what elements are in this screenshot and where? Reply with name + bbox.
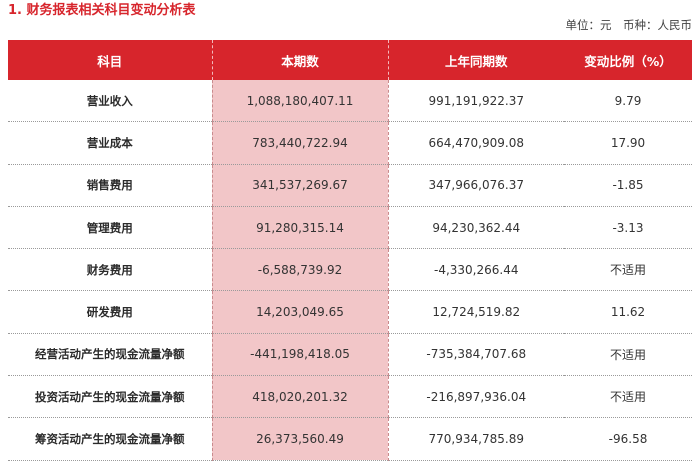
row-prior: 347,966,076.37 bbox=[388, 164, 564, 207]
row-item: 研发费用 bbox=[8, 290, 212, 334]
row-current: 14,203,049.65 bbox=[211, 290, 389, 334]
row-change: -1.85 bbox=[564, 164, 692, 207]
row-prior: 94,230,362.44 bbox=[388, 206, 564, 250]
header-current-period: 本期数 bbox=[211, 40, 389, 80]
row-current: 26,373,560.49 bbox=[211, 417, 389, 461]
row-prior: 664,470,909.08 bbox=[388, 121, 564, 165]
table-row: 财务费用 -6,588,739.92 -4,330,266.44 不适用 bbox=[8, 248, 692, 292]
section-title: 1. 财务报表相关科目变动分析表 bbox=[8, 3, 196, 18]
row-current: -441,198,418.05 bbox=[211, 333, 389, 377]
row-item: 营业收入 bbox=[8, 80, 212, 123]
row-item: 经营活动产生的现金流量净额 bbox=[8, 333, 212, 377]
row-current: 341,537,269.67 bbox=[211, 164, 389, 207]
row-change: 9.79 bbox=[564, 80, 692, 123]
row-prior: 12,724,519.82 bbox=[388, 290, 564, 334]
unit-currency-note: 单位：元 币种：人民币 bbox=[565, 18, 693, 32]
row-prior: -4,330,266.44 bbox=[388, 248, 564, 292]
financial-change-table: 科目 本期数 上年同期数 变动比例（%） 营业收入 1,088,180,407.… bbox=[8, 40, 692, 461]
table-header-row: 科目 本期数 上年同期数 变动比例（%） bbox=[8, 40, 692, 80]
row-change: 不适用 bbox=[564, 333, 692, 377]
table-row: 营业成本 783,440,722.94 664,470,909.08 17.90 bbox=[8, 121, 692, 165]
header-item: 科目 bbox=[8, 40, 212, 80]
row-item: 筹资活动产生的现金流量净额 bbox=[8, 417, 212, 461]
row-change: 17.90 bbox=[564, 121, 692, 165]
row-item: 营业成本 bbox=[8, 121, 212, 165]
row-current: 783,440,722.94 bbox=[211, 121, 389, 165]
row-change: -3.13 bbox=[564, 206, 692, 250]
row-change: 不适用 bbox=[564, 375, 692, 419]
table-row: 筹资活动产生的现金流量净额 26,373,560.49 770,934,785.… bbox=[8, 417, 692, 461]
row-current: 91,280,315.14 bbox=[211, 206, 389, 250]
row-current: -6,588,739.92 bbox=[211, 248, 389, 292]
row-item: 销售费用 bbox=[8, 164, 212, 207]
row-item: 财务费用 bbox=[8, 248, 212, 292]
row-prior: 991,191,922.37 bbox=[388, 80, 564, 123]
row-prior: 770,934,785.89 bbox=[388, 417, 564, 461]
row-prior: -735,384,707.68 bbox=[388, 333, 564, 377]
table-row: 营业收入 1,088,180,407.11 991,191,922.37 9.7… bbox=[8, 80, 692, 123]
row-change: -96.58 bbox=[564, 417, 692, 461]
row-change: 不适用 bbox=[564, 248, 692, 292]
table-row: 研发费用 14,203,049.65 12,724,519.82 11.62 bbox=[8, 290, 692, 334]
table-row: 经营活动产生的现金流量净额 -441,198,418.05 -735,384,7… bbox=[8, 333, 692, 377]
table-row: 管理费用 91,280,315.14 94,230,362.44 -3.13 bbox=[8, 206, 692, 250]
row-item: 管理费用 bbox=[8, 206, 212, 250]
row-prior: -216,897,936.04 bbox=[388, 375, 564, 419]
header-change-ratio: 变动比例（%） bbox=[564, 40, 692, 80]
table-row: 销售费用 341,537,269.67 347,966,076.37 -1.85 bbox=[8, 164, 692, 207]
row-current: 418,020,201.32 bbox=[211, 375, 389, 419]
row-item: 投资活动产生的现金流量净额 bbox=[8, 375, 212, 419]
table-row: 投资活动产生的现金流量净额 418,020,201.32 -216,897,93… bbox=[8, 375, 692, 419]
row-current: 1,088,180,407.11 bbox=[211, 80, 389, 123]
header-prior-period: 上年同期数 bbox=[388, 40, 564, 80]
row-change: 11.62 bbox=[564, 290, 692, 334]
